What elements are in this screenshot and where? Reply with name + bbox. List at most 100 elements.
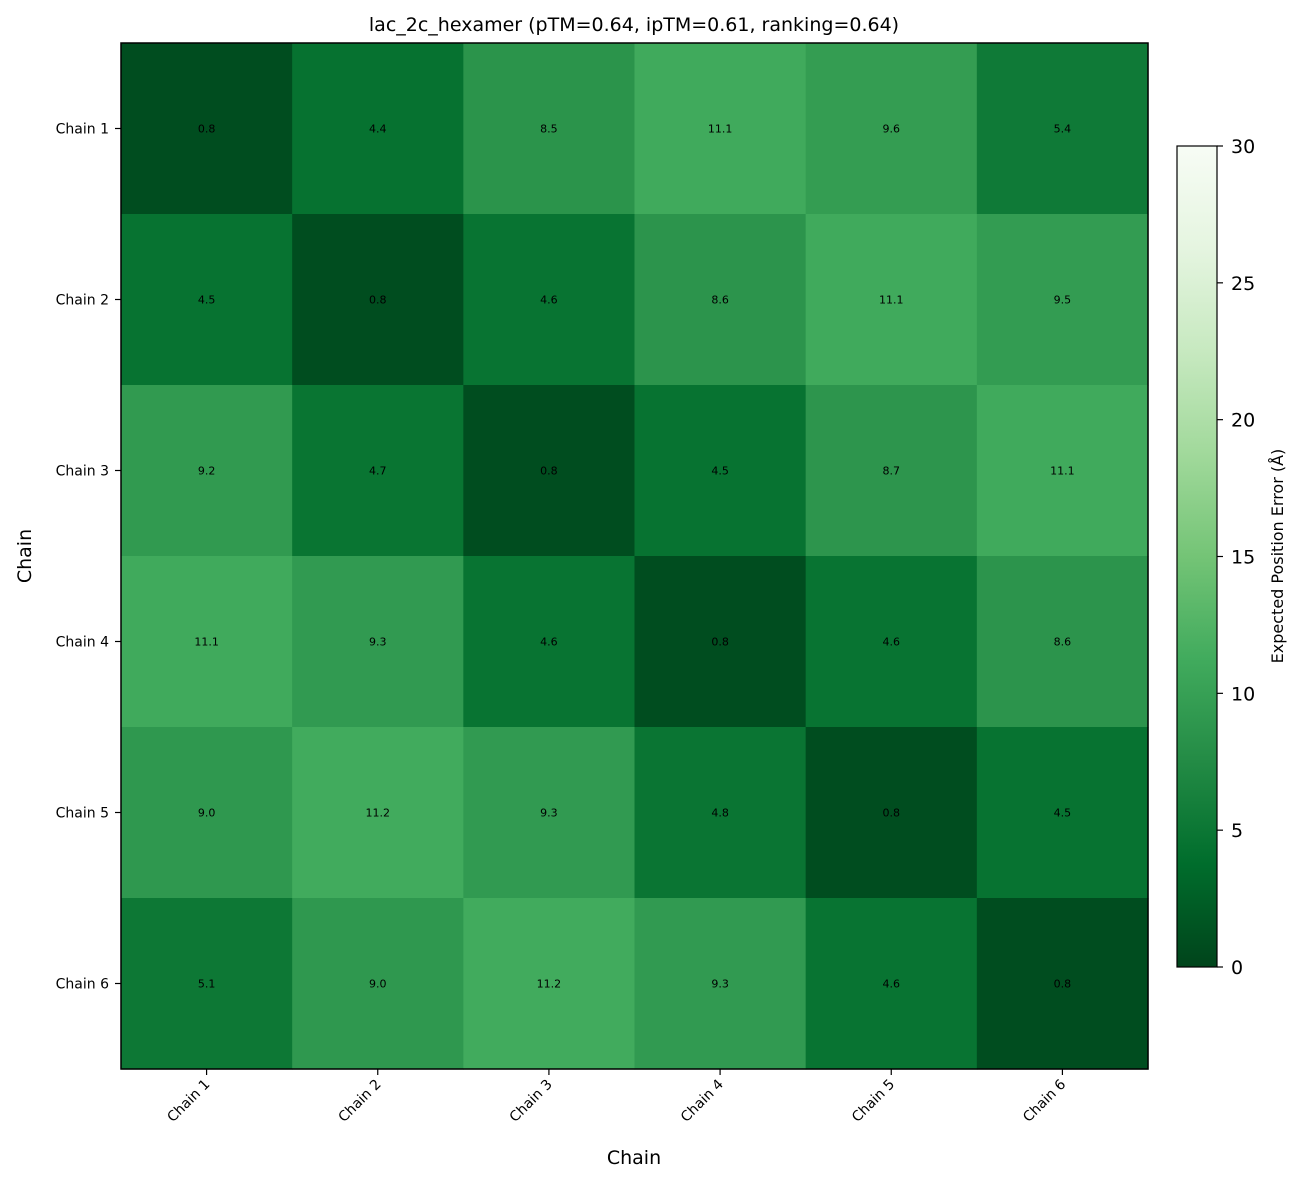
heatmap-cell (463, 385, 636, 557)
cell-value-label: 4.5 (1054, 807, 1072, 820)
heatmap-cells (121, 43, 1149, 1070)
cell-value-label: 11.2 (366, 807, 391, 820)
heatmap-cell (976, 898, 1149, 1070)
x-tick-label: Chain 2 (336, 1077, 385, 1126)
colorbar-tick-label: 10 (1231, 683, 1255, 705)
colorbar-tick-label: 0 (1231, 957, 1243, 979)
y-axis-ticks: Chain 1 Chain 2 Chain 3 Chain 4 Chain 5 Chain… (56, 122, 121, 993)
cell-value-label: 4.5 (198, 294, 216, 307)
heatmap-cell (121, 385, 293, 557)
cell-value-label: 0.8 (369, 294, 387, 307)
heatmap-cell (292, 556, 464, 728)
cell-value-label: 11.1 (194, 636, 219, 649)
colorbar (1176, 145, 1218, 968)
cell-value-label: 4.5 (711, 465, 729, 478)
cell-value-label: 11.1 (708, 123, 733, 136)
heatmap-cell (805, 898, 978, 1070)
colorbar-label: Expected Position Error (Å) (1268, 449, 1287, 664)
colorbar-tick-label: 15 (1231, 547, 1255, 569)
cell-value-label: 9.5 (1054, 294, 1072, 307)
heatmap-cell (463, 727, 636, 899)
chart-title: lac_2c_hexamer (pTM=0.64, ipTM=0.61, ran… (369, 14, 899, 36)
cell-value-label: 11.1 (1050, 465, 1075, 478)
cell-value-label: 8.6 (1054, 636, 1072, 649)
heatmap-cell (634, 556, 807, 728)
heatmap-cell (634, 385, 807, 557)
cell-value-label: 0.8 (711, 636, 729, 649)
cell-value-label: 11.2 (537, 978, 562, 991)
heatmap-cell (292, 43, 464, 215)
colorbar-tick-label: 5 (1231, 820, 1243, 842)
x-tick-label: Chain 6 (1020, 1076, 1069, 1125)
heatmap-cell (292, 214, 464, 386)
x-tick-label: Chain 5 (849, 1077, 898, 1126)
heatmap-cell (805, 727, 978, 899)
heatmap-cell (634, 214, 807, 386)
heatmap-cell (463, 214, 636, 386)
x-tick-label: Chain 4 (678, 1076, 727, 1125)
heatmap-cell (463, 43, 636, 215)
heatmap-cell (805, 556, 978, 728)
cell-value-label: 8.5 (540, 123, 558, 136)
heatmap-cell (976, 385, 1149, 557)
heatmap-cell (121, 43, 293, 215)
heatmap-cell (292, 727, 464, 899)
colorbar-ticks: 0 5 10 15 20 25 30 (1217, 136, 1255, 979)
heatmap-cell (976, 214, 1149, 386)
heatmap-cell (121, 898, 293, 1070)
heatmap-cell (805, 385, 978, 557)
cell-value-label: 4.8 (711, 807, 729, 820)
y-axis-label: Chain (14, 529, 36, 583)
heatmap-cell (292, 385, 464, 557)
cell-value-label: 5.1 (198, 978, 216, 991)
x-tick-label: Chain 1 (164, 1077, 213, 1126)
y-tick-label: Chain 1 (56, 122, 109, 138)
heatmap-cell (976, 727, 1149, 899)
heatmap-cell (634, 727, 807, 899)
heatmap-cell (976, 556, 1149, 728)
y-tick-label: Chain 4 (56, 635, 109, 651)
cell-value-label: 4.7 (369, 465, 387, 478)
colorbar-tick-label: 30 (1231, 136, 1255, 158)
colorbar-tick-label: 20 (1231, 410, 1255, 432)
cell-value-label: 9.3 (711, 978, 729, 991)
cell-value-label: 4.6 (883, 636, 901, 649)
cell-value-label: 9.6 (883, 123, 901, 136)
heatmap-cell (463, 898, 636, 1070)
cell-value-label: 4.6 (883, 978, 901, 991)
heatmap-cell (976, 43, 1149, 215)
cell-value-label: 9.3 (540, 807, 558, 820)
y-tick-label: Chain 3 (56, 464, 109, 480)
cell-value-label: 0.8 (540, 465, 558, 478)
plot-frame (120, 42, 1149, 1070)
heatmap-cell (805, 214, 978, 386)
heatmap-cell (292, 898, 464, 1070)
cell-value-label: 4.6 (540, 294, 558, 307)
cell-value-label: 0.8 (883, 807, 901, 820)
y-tick-label: Chain 2 (56, 293, 109, 309)
cell-value-label: 4.6 (540, 636, 558, 649)
x-axis-ticks: Chain 1 Chain 2 Chain 3 Chain 4 Chain 5 Chain… (164, 1069, 1069, 1126)
y-tick-label: Chain 6 (56, 977, 109, 993)
heatmap-cell (121, 214, 293, 386)
cell-value-label: 8.6 (711, 294, 729, 307)
heatmap-cell (463, 556, 636, 728)
cell-value-label: 9.0 (369, 978, 387, 991)
heatmap-cell (121, 556, 293, 728)
cell-value-label: 11.1 (879, 294, 904, 307)
heatmap-cell (634, 43, 807, 215)
heatmap-cell (805, 43, 978, 215)
heatmap-cell (121, 727, 293, 899)
cell-value-label: 9.0 (198, 807, 216, 820)
heatmap-value-labels: 0.8 4.4 8.5 11.1 9.6 5.4 4.5 0.8 4.6 8.6 11.1 9.5 9.… (194, 123, 1074, 991)
heatmap-cell (634, 898, 807, 1070)
cell-value-label: 4.4 (369, 123, 387, 136)
cell-value-label: 0.8 (1054, 978, 1072, 991)
x-tick-label: Chain 3 (507, 1077, 556, 1126)
cell-value-label: 8.7 (883, 465, 901, 478)
x-axis-label: Chain (607, 1147, 661, 1169)
y-tick-label: Chain 5 (56, 806, 109, 822)
cell-value-label: 0.8 (198, 123, 216, 136)
cell-value-label: 5.4 (1054, 123, 1072, 136)
